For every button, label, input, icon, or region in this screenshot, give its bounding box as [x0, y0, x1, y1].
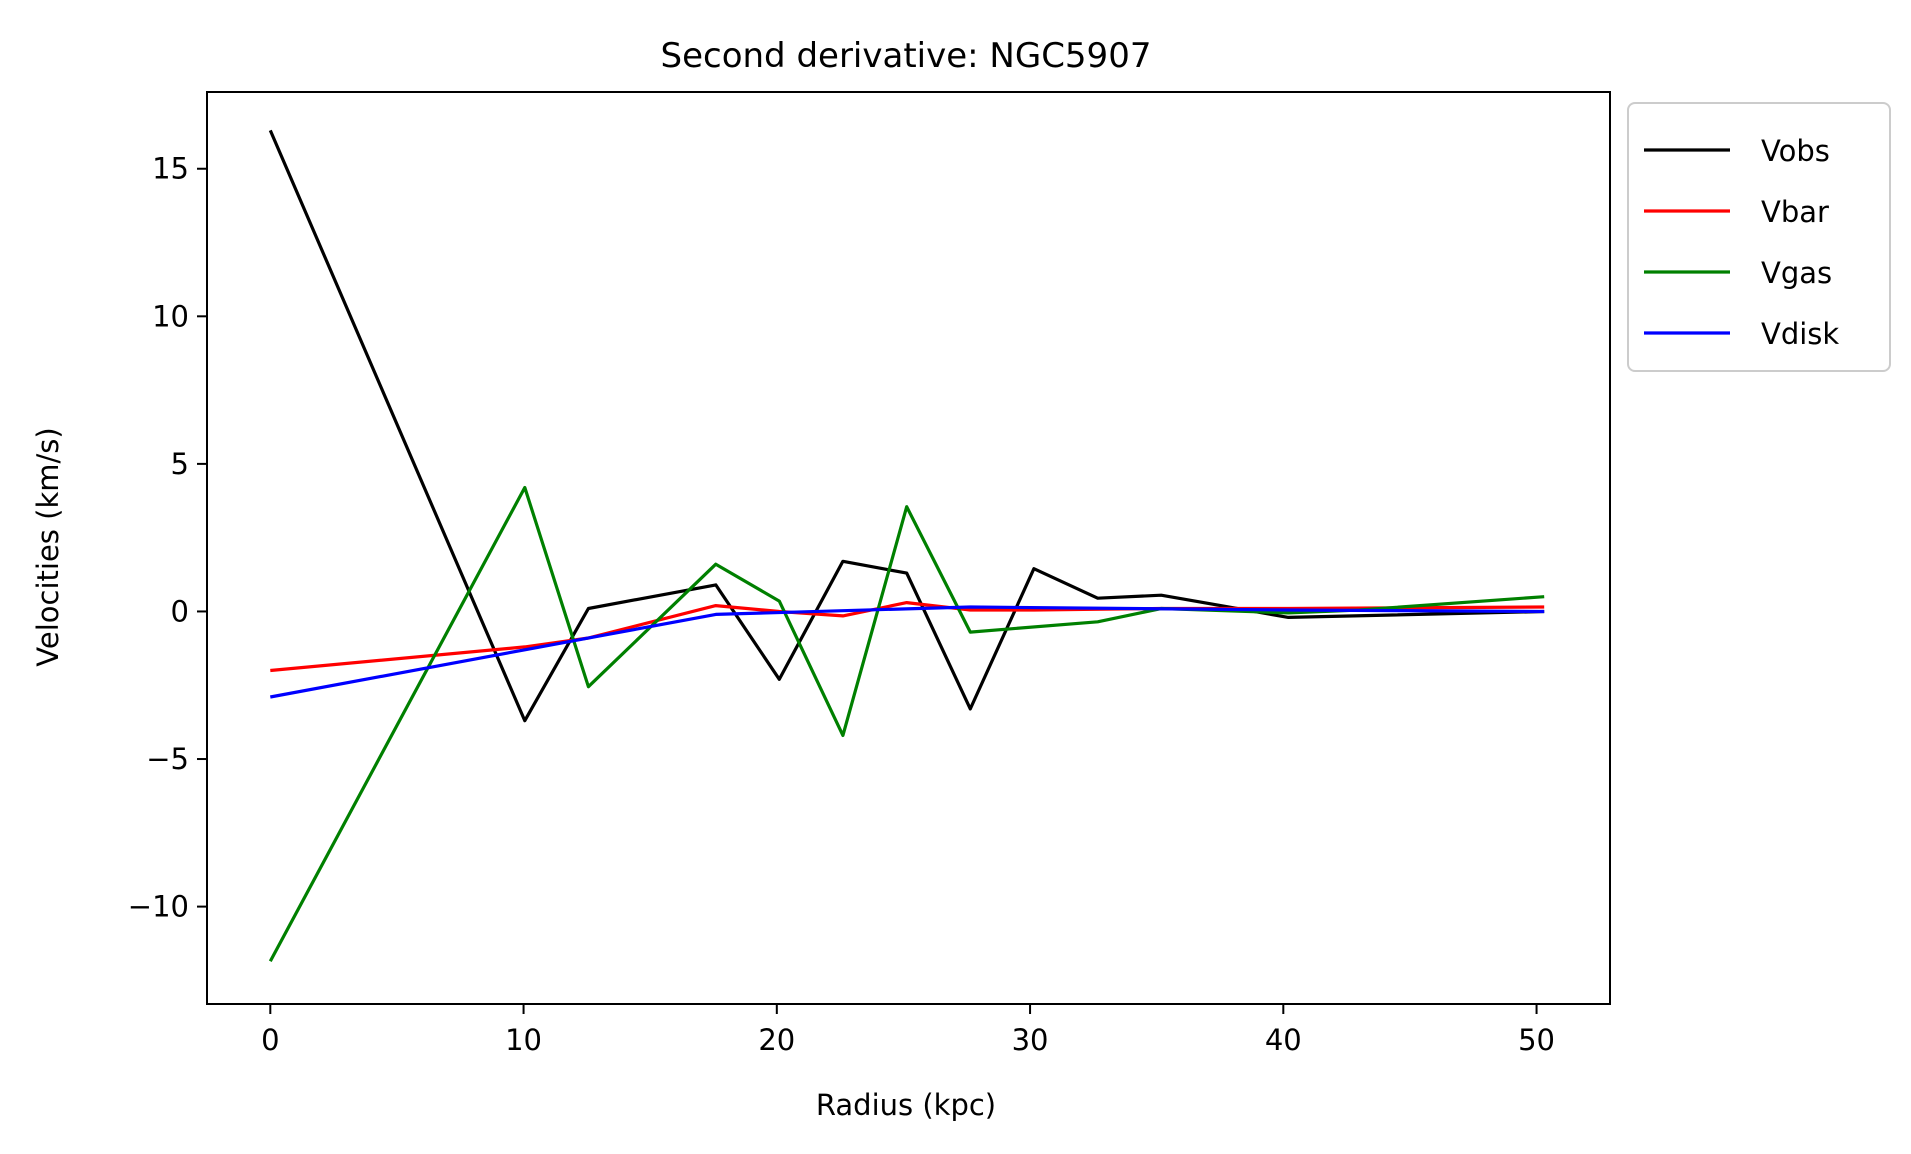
series-line-vdisk [270, 605, 1545, 699]
x-axis-ticks: 0 10 20 30 40 50 [261, 1004, 1555, 1057]
series-line-vobs [268, 129, 1545, 723]
y-tick-label: 10 [152, 299, 189, 333]
chart-title: Second derivative: NGC5907 [661, 36, 1152, 76]
y-tick-label: −10 [128, 890, 189, 924]
x-tick-label: 30 [1012, 1023, 1049, 1057]
x-tick-label: 40 [1265, 1023, 1302, 1057]
y-axis-ticks: −10 −5 0 5 10 15 [128, 152, 207, 924]
plot-frame [206, 91, 1611, 1005]
x-tick-label: 10 [505, 1023, 542, 1057]
legend-label-vdisk: Vdisk [1761, 317, 1839, 351]
legend-label-vobs: Vobs [1761, 134, 1830, 168]
x-axis-label: Radius (kpc) [816, 1088, 996, 1122]
y-tick-label: 0 [171, 594, 189, 628]
x-tick-label: 50 [1518, 1023, 1555, 1057]
legend-label-vgas: Vgas [1761, 256, 1832, 290]
legend: Vobs Vbar Vgas Vdisk [1627, 102, 1891, 372]
y-axis-label: Velocities (km/s) [31, 427, 65, 666]
x-tick-label: 20 [758, 1023, 795, 1057]
legend-frame [1627, 102, 1891, 372]
series-line-vgas [268, 485, 1545, 962]
y-tick-label: 5 [171, 447, 189, 481]
series-layer [268, 129, 1545, 962]
y-tick-label: −5 [146, 742, 189, 776]
plot-area [206, 91, 1611, 1005]
x-tick-label: 0 [261, 1023, 279, 1057]
y-tick-label: 15 [152, 152, 189, 186]
legend-label-vbar: Vbar [1761, 195, 1829, 229]
